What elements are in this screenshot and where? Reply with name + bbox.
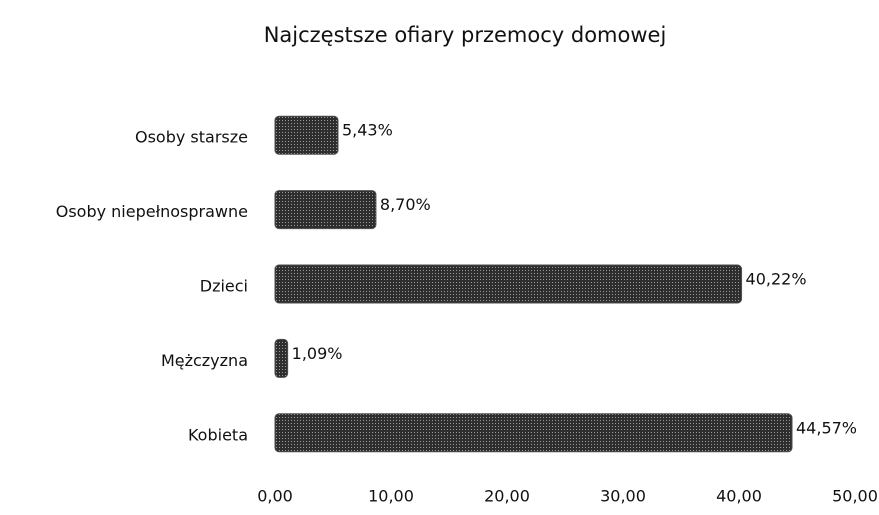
bar [274, 264, 743, 304]
value-label: 40,22% [746, 270, 807, 289]
x-tick-label: 40,00 [716, 487, 762, 506]
x-tick-label: 0,00 [257, 487, 293, 506]
x-tick-label: 20,00 [484, 487, 530, 506]
value-label: 5,43% [342, 121, 393, 140]
x-tick-label: 50,00 [832, 487, 878, 506]
y-tick-label: Mężczyzna [161, 351, 248, 370]
y-tick-label: Kobieta [188, 425, 248, 444]
value-label: 8,70% [380, 195, 431, 214]
x-tick-label: 10,00 [368, 487, 414, 506]
y-tick-label: Osoby starsze [135, 128, 248, 147]
x-tick-label: 30,00 [600, 487, 646, 506]
value-label: 44,57% [796, 418, 857, 437]
y-tick-label: Dzieci [200, 277, 248, 296]
y-tick-label: Osoby niepełnosprawne [56, 202, 248, 221]
bar [274, 413, 793, 453]
chart-title: Najczęstsze ofiary przemocy domowej [264, 23, 667, 47]
value-label: 1,09% [292, 344, 343, 363]
bar [274, 338, 289, 378]
bar [274, 115, 339, 155]
bar [274, 190, 377, 230]
